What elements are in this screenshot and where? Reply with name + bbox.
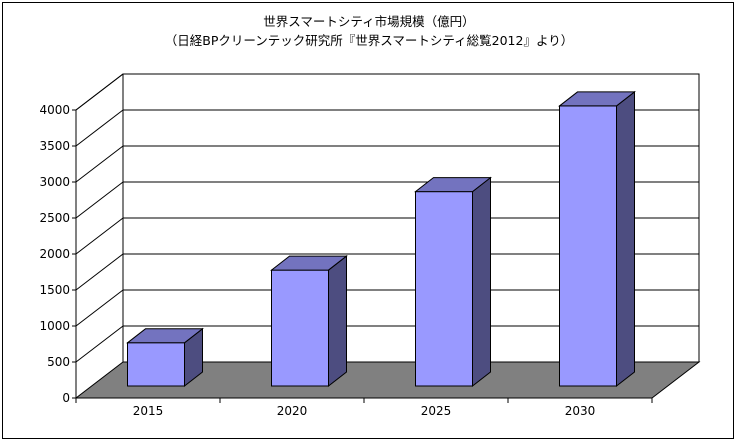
chart-title: 世界スマートシティ市場規模（億円） <box>263 14 475 29</box>
bar-front-2020 <box>271 269 329 387</box>
gridline-diagonal <box>75 253 124 291</box>
y-tick-label: 1500 <box>39 283 70 297</box>
bar-front-2015 <box>127 342 185 387</box>
y-tick-label: 4000 <box>39 103 70 117</box>
gridline-diagonal <box>75 181 124 219</box>
gridline-diagonal <box>75 325 124 363</box>
gridline-diagonal <box>75 109 124 147</box>
y-tick-label: 1000 <box>39 319 70 333</box>
y-tick-label: 0 <box>62 391 70 405</box>
x-tick-label: 2025 <box>421 404 452 418</box>
bar-side-2030 <box>616 90 635 388</box>
bar-top-2020 <box>270 255 348 271</box>
bar-front-2030 <box>559 105 617 387</box>
x-tick-label: 2020 <box>277 404 308 418</box>
gridline-diagonal <box>75 289 124 327</box>
bar-top-2025 <box>414 177 492 193</box>
bar-top-2015 <box>126 328 204 344</box>
y-tick-label: 500 <box>47 355 70 369</box>
bar-front-2025 <box>415 191 473 387</box>
gridline-diagonal <box>75 217 124 255</box>
bar-side-2020 <box>328 255 347 388</box>
gridline-diagonal <box>75 145 124 183</box>
y-axis-top <box>75 73 124 111</box>
chart-subtitle: （日経BPクリーンテック研究所『世界スマートシティ総覧2012』より） <box>164 33 574 48</box>
bar-side-2025 <box>472 176 491 388</box>
bar-top-2030 <box>558 91 636 107</box>
y-tick-label: 2500 <box>39 211 70 225</box>
x-tick-label: 2030 <box>565 404 596 418</box>
y-tick-label: 3000 <box>39 175 70 189</box>
y-tick-label: 3500 <box>39 139 70 153</box>
x-tick-label: 2015 <box>133 404 164 418</box>
y-tick-label: 2000 <box>39 247 70 261</box>
